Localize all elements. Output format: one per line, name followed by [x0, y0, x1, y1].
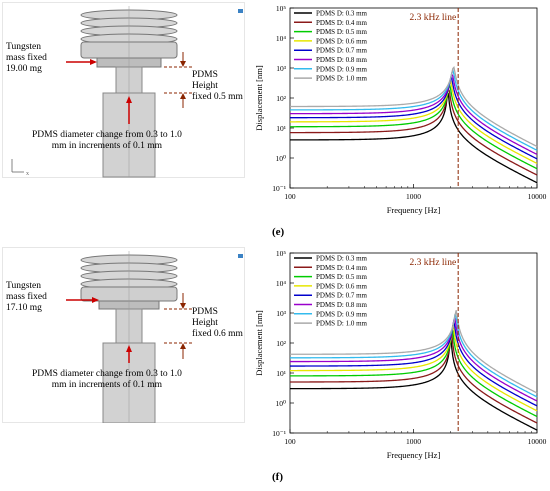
x-tick-label: 1000	[406, 437, 421, 446]
y-tick-label: 10³	[276, 309, 287, 318]
pdms-diameter-label: PDMS diameter change from 0.3 to 1.0 mm …	[32, 369, 182, 390]
y-tick-label: 10⁰	[275, 154, 286, 163]
cad-drawing-f	[2, 247, 245, 423]
series-line-4	[290, 324, 538, 412]
height-arrowhead-top	[180, 61, 186, 67]
cad-model-view-e: x Tungsten mass fixed 19.00 mg PDMS Heig…	[2, 2, 245, 178]
x-tick-label: 100	[284, 437, 296, 446]
legend-entry-1: PDMS D: 0.3 mm	[316, 10, 368, 18]
series-line-2	[290, 87, 538, 176]
view-cube-icon[interactable]	[238, 254, 243, 258]
marker-label: 2.3 kHz line	[409, 13, 456, 23]
tungsten-arrowhead	[92, 297, 99, 303]
legend-entry-2: PDMS D: 0.4 mm	[316, 19, 368, 27]
x-tick-label: 10000	[528, 192, 547, 201]
legend-entry-8: PDMS D: 1.0 mm	[316, 320, 368, 328]
y-tick-label: 10⁴	[276, 279, 287, 288]
series-line-7	[290, 313, 538, 398]
height-arrowhead-bottom	[180, 343, 186, 349]
cad-model-view-f: Tungsten mass fixed 17.10 mg PDMS Height…	[2, 247, 245, 423]
series-line-8	[289, 310, 538, 394]
view-cube-icon[interactable]	[238, 9, 243, 13]
series-line-2	[290, 331, 538, 424]
plot-area	[289, 7, 538, 189]
plot-area	[289, 252, 538, 434]
displacement-chart-e: 10⁻¹ 10⁰ 10¹ 10² 10³ 10⁴ 10⁵ 100 1000 10000 Freque…	[254, 4, 547, 215]
y-tick-label: 10⁴	[276, 34, 287, 43]
legend-entry-6: PDMS D: 0.8 mm	[316, 301, 368, 309]
legend-entry-3: PDMS D: 0.5 mm	[316, 28, 368, 36]
legend-entry-7: PDMS D: 0.9 mm	[316, 310, 368, 318]
height-arrowhead-bottom	[180, 93, 186, 99]
pdms-height-label: PDMS Height fixed 0.5 mm	[192, 70, 243, 102]
x-tick-label: 1000	[406, 192, 421, 201]
x-axis-label: Frequency [Hz]	[387, 450, 441, 460]
x-axis-label: Frequency [Hz]	[387, 205, 441, 215]
y-tick-label: 10³	[276, 64, 287, 73]
tungsten-label: Tungsten mass fixed 17.10 mg	[6, 281, 47, 313]
y-tick-label: 10²	[276, 339, 287, 348]
legend-entry-4: PDMS D: 0.6 mm	[316, 282, 368, 290]
y-axis-label: Displacement [nm]	[254, 65, 264, 131]
height-arrowhead-top	[180, 303, 186, 309]
pdms-diameter-label: PDMS diameter change from 0.3 to 1.0 mm …	[32, 130, 182, 151]
series-line-8	[290, 66, 538, 148]
legend-entry-1: PDMS D: 0.3 mm	[316, 255, 368, 263]
legend-entry-8: PDMS D: 1.0 mm	[316, 75, 368, 83]
tungsten-label: Tungsten mass fixed 19.00 mg	[6, 42, 47, 74]
y-tick-label: 10⁵	[276, 4, 287, 13]
x-tick-label: 100	[284, 192, 296, 201]
series-line-7	[290, 67, 538, 151]
diameter-arrowhead	[126, 96, 132, 103]
panel-letter-e: (e)	[272, 226, 285, 238]
panel-f: Tungsten mass fixed 17.10 mg PDMS Height…	[0, 245, 550, 490]
y-tick-label: 10¹	[276, 369, 286, 378]
axis-triad-icon: x	[11, 159, 29, 177]
y-tick-label: 10⁻¹	[272, 429, 286, 438]
series-line-3	[290, 330, 538, 418]
legend-entry-2: PDMS D: 0.4 mm	[316, 264, 368, 272]
legend-entry-3: PDMS D: 0.5 mm	[316, 273, 368, 281]
tungsten-arrowhead	[90, 59, 97, 65]
legend-entry-6: PDMS D: 0.8 mm	[316, 56, 368, 64]
x-tick-label: 10000	[528, 437, 547, 446]
y-tick-label: 10⁻¹	[272, 184, 286, 193]
series-line-5	[289, 77, 538, 160]
y-tick-label: 10¹	[276, 124, 286, 133]
pdms-height-label: PDMS Height fixed 0.6 mm	[192, 307, 243, 339]
displacement-chart-f: 10⁻¹ 10⁰ 10¹ 10² 10³ 10⁴ 10⁵ 100 1000 10000 Freque…	[254, 249, 547, 460]
series-line-1	[290, 335, 538, 431]
series-line-4	[290, 78, 538, 164]
panel-letter-f: (f)	[272, 471, 283, 483]
y-tick-label: 10²	[276, 94, 287, 103]
cad-drawing-e: x	[2, 2, 245, 178]
y-tick-label: 10⁰	[275, 399, 286, 408]
series-line-1	[290, 92, 538, 184]
marker-label: 2.3 kHz line	[409, 258, 456, 268]
legend-entry-4: PDMS D: 0.6 mm	[316, 37, 368, 45]
y-axis-label: Displacement [nm]	[254, 310, 264, 376]
series-line-6	[289, 72, 538, 155]
diameter-arrowhead	[126, 345, 132, 352]
series-line-3	[290, 84, 538, 170]
legend-entry-5: PDMS D: 0.7 mm	[316, 292, 368, 300]
series-line-6	[289, 317, 538, 402]
legend-entry-5: PDMS D: 0.7 mm	[316, 47, 368, 55]
y-tick-label: 10⁵	[276, 249, 287, 258]
legend-entry-7: PDMS D: 0.9 mm	[316, 65, 368, 73]
svg-text:x: x	[26, 171, 29, 177]
panel-e: x Tungsten mass fixed 19.00 mg PDMS Heig…	[0, 0, 550, 245]
series-line-5	[290, 320, 538, 407]
